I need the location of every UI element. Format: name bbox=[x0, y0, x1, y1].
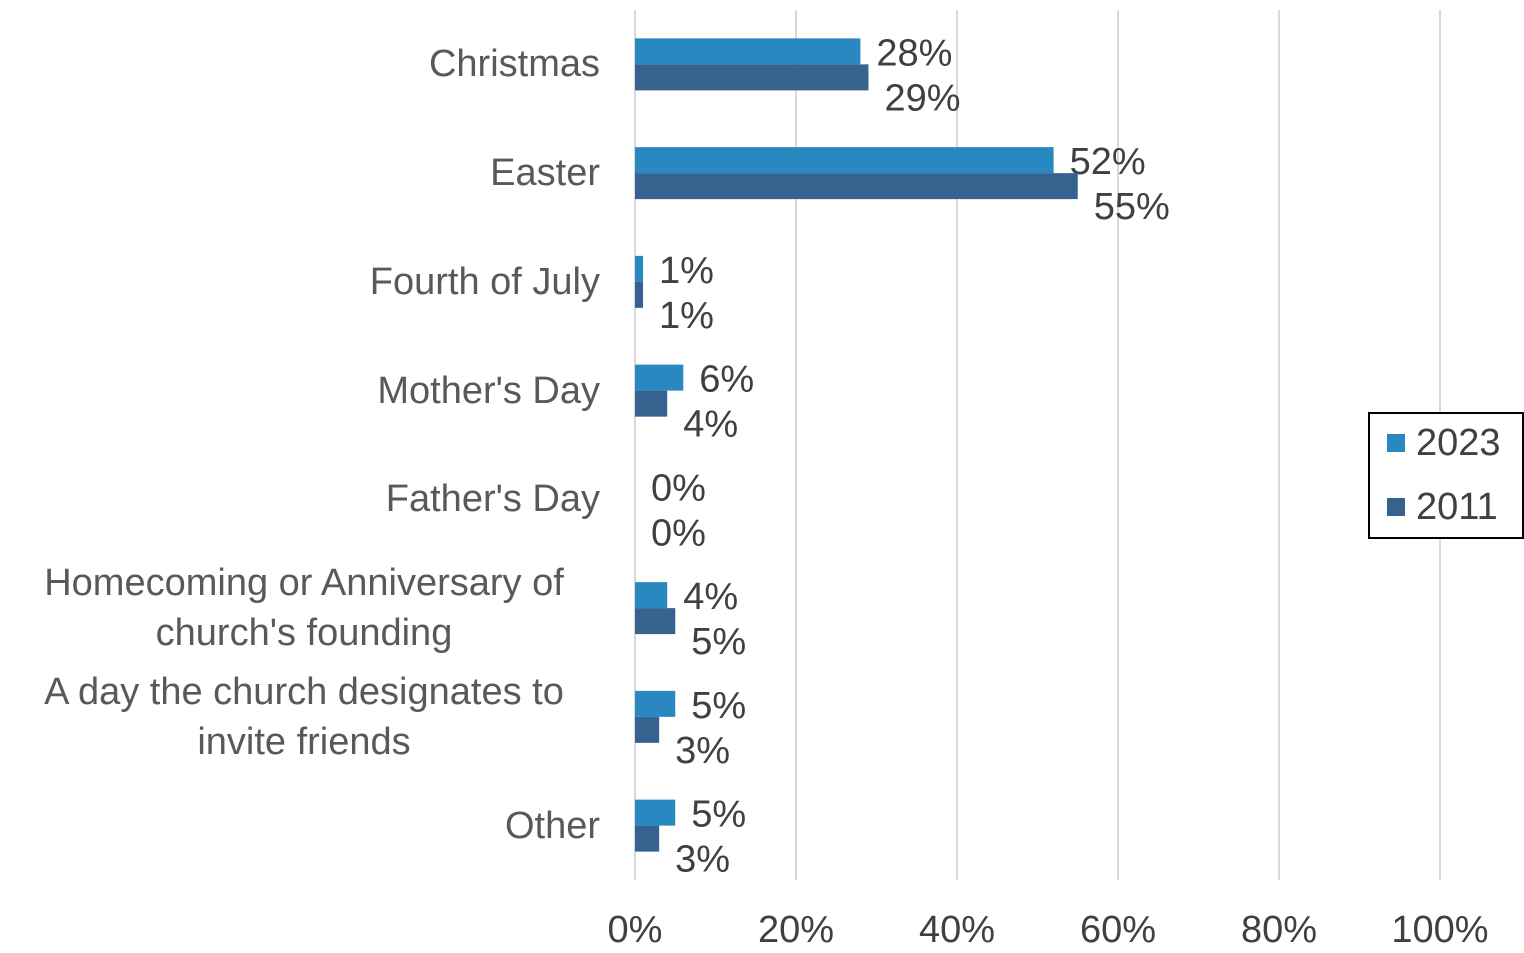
bar bbox=[635, 825, 660, 852]
x-tick-label: 0% bbox=[608, 909, 663, 951]
value-label: 5% bbox=[691, 621, 746, 663]
value-label: 29% bbox=[884, 77, 960, 119]
category-text: Homecoming or Anniversary of church's fo… bbox=[44, 562, 564, 655]
category-label: Christmas bbox=[8, 39, 600, 89]
x-tick-label: 20% bbox=[758, 909, 834, 951]
legend-label: 2011 bbox=[1416, 486, 1498, 528]
bar bbox=[635, 690, 676, 717]
value-label: 3% bbox=[675, 730, 730, 772]
bar bbox=[635, 799, 676, 826]
bar bbox=[635, 364, 684, 391]
bar bbox=[635, 716, 660, 743]
category-label: A day the church designates to invite fr… bbox=[8, 667, 600, 767]
category-text: Other bbox=[504, 804, 600, 847]
category-text: Easter bbox=[490, 152, 600, 195]
value-label: 6% bbox=[699, 359, 754, 401]
category-text: Christmas bbox=[428, 43, 600, 86]
bar bbox=[635, 390, 668, 417]
value-label: 1% bbox=[659, 295, 714, 337]
value-label: 0% bbox=[651, 467, 706, 509]
category-label: Easter bbox=[8, 148, 600, 198]
category-label: Other bbox=[8, 801, 600, 851]
x-tick-label: 40% bbox=[919, 909, 995, 951]
value-label: 0% bbox=[651, 512, 706, 554]
value-label: 1% bbox=[659, 250, 714, 292]
value-label: 4% bbox=[683, 576, 738, 618]
category-text: A day the church designates to invite fr… bbox=[44, 670, 564, 763]
bar bbox=[635, 582, 668, 609]
legend-label: 2023 bbox=[1416, 422, 1501, 464]
value-label: 5% bbox=[691, 794, 746, 836]
value-label: 28% bbox=[876, 32, 952, 74]
category-label: Homecoming or Anniversary of church's fo… bbox=[8, 558, 600, 658]
bar bbox=[635, 147, 1054, 174]
legend-swatch bbox=[1387, 498, 1405, 516]
bar bbox=[635, 255, 644, 282]
bar bbox=[635, 608, 676, 635]
x-tick-label: 100% bbox=[1391, 909, 1488, 951]
category-text: Fourth of July bbox=[369, 260, 600, 303]
category-text: Mother's Day bbox=[377, 369, 600, 412]
category-label: Fourth of July bbox=[8, 257, 600, 307]
value-label: 4% bbox=[683, 404, 738, 446]
value-label: 52% bbox=[1070, 141, 1146, 183]
value-label: 5% bbox=[691, 685, 746, 727]
legend-swatch bbox=[1387, 434, 1405, 452]
bar bbox=[635, 281, 644, 308]
bar bbox=[635, 173, 1078, 200]
category-label: Mother's Day bbox=[8, 366, 600, 416]
legend-box bbox=[1368, 412, 1524, 539]
category-text: Father's Day bbox=[385, 478, 600, 521]
x-tick-label: 60% bbox=[1080, 909, 1156, 951]
value-label: 55% bbox=[1094, 186, 1170, 228]
value-label: 3% bbox=[675, 839, 730, 881]
category-label: Father's Day bbox=[8, 474, 600, 524]
x-tick-label: 80% bbox=[1241, 909, 1317, 951]
bar bbox=[635, 38, 861, 65]
bar bbox=[635, 64, 869, 91]
